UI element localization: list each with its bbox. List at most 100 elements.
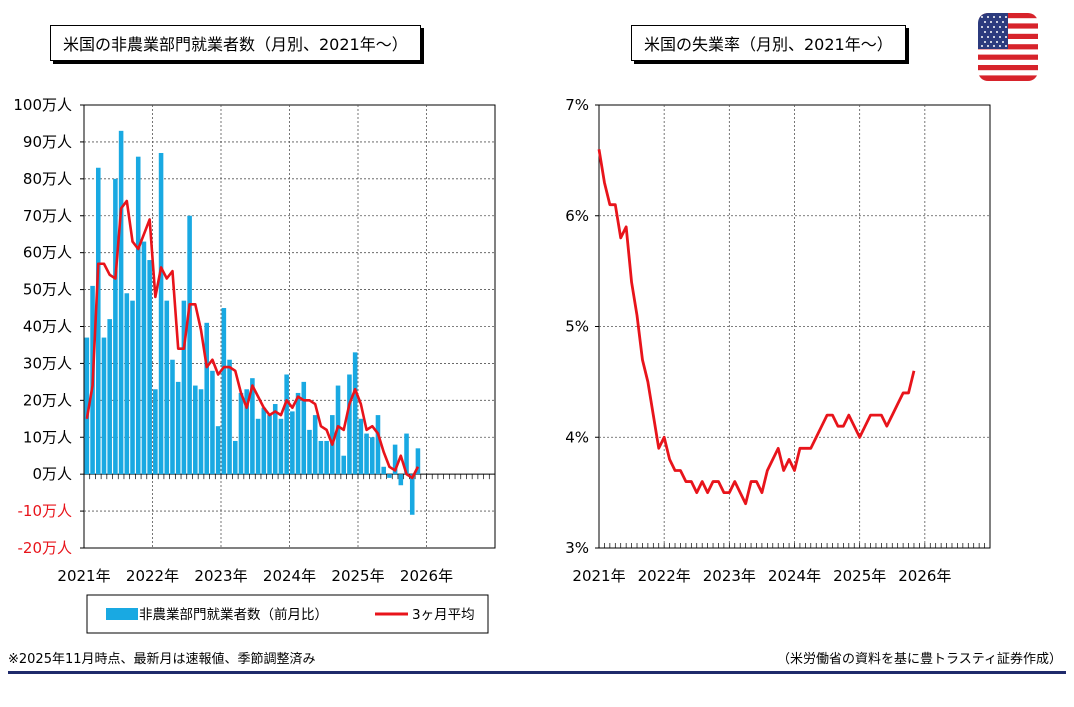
bar bbox=[358, 418, 364, 475]
y-tick-label: 7% bbox=[565, 96, 589, 114]
bar bbox=[215, 426, 221, 475]
bar bbox=[381, 466, 386, 475]
legend-bar-label: 非農業部門就業者数（前月比） bbox=[139, 606, 328, 623]
x-tick-label: 2022年 bbox=[126, 567, 179, 585]
bar bbox=[324, 440, 329, 475]
y-tick-label: 20万人 bbox=[23, 391, 72, 409]
payrolls-chart: 100万人 90万人 80万人 70万人 60万人 50万人 40万人 30万人 20万人 10万… bbox=[13, 96, 496, 634]
source-note: （米労働省の資料を基に豊トラスティ証券作成） bbox=[777, 652, 1062, 667]
bar bbox=[301, 381, 307, 475]
x-tick-label: 2024年 bbox=[263, 567, 316, 585]
y-tick-label: 3% bbox=[565, 539, 589, 557]
y-tick-label: 6% bbox=[565, 207, 589, 225]
bar bbox=[193, 385, 198, 475]
bar bbox=[272, 404, 278, 475]
bar bbox=[227, 359, 232, 475]
bar bbox=[415, 448, 421, 475]
y-tick-label: 60万人 bbox=[23, 244, 72, 262]
bar bbox=[147, 260, 152, 475]
bar bbox=[290, 411, 295, 475]
bar bbox=[409, 474, 415, 515]
y-tick-label: 30万人 bbox=[23, 354, 72, 372]
bottom-rule bbox=[8, 671, 1066, 674]
bar bbox=[318, 440, 324, 475]
legend-line-label: 3ヶ月平均 bbox=[412, 607, 475, 623]
bar bbox=[261, 407, 267, 475]
us-flag-icon bbox=[978, 13, 1038, 81]
x-tick-label: 2021年 bbox=[572, 567, 625, 585]
unemployment-chart: 7% 6% 5% 4% 3% 2021年 2022年 2023年 2024年 2025年 2026年 bbox=[565, 96, 991, 585]
bar bbox=[284, 374, 289, 475]
bar bbox=[187, 215, 192, 475]
bar bbox=[164, 300, 170, 475]
bar bbox=[244, 389, 249, 475]
bar bbox=[278, 418, 284, 475]
bar bbox=[113, 178, 118, 475]
bar bbox=[312, 415, 318, 475]
y-tick-label: 10万人 bbox=[23, 428, 72, 446]
y-tick-label: 100万人 bbox=[13, 96, 72, 114]
bar bbox=[118, 130, 124, 475]
bar bbox=[341, 455, 347, 475]
bar bbox=[95, 167, 101, 475]
bar bbox=[84, 337, 90, 475]
bar bbox=[210, 370, 215, 475]
bar bbox=[295, 392, 301, 475]
x-tick-label: 2022年 bbox=[638, 567, 691, 585]
y-tick-label: 90万人 bbox=[23, 133, 72, 151]
unemployment-rate-line bbox=[597, 149, 916, 506]
bar bbox=[124, 293, 130, 475]
y-tick-label: 40万人 bbox=[23, 318, 72, 336]
chart-title-unemployment: 米国の失業率（月別、2021年～） bbox=[631, 25, 906, 61]
bar bbox=[130, 300, 135, 475]
legend-bar-swatch bbox=[106, 608, 138, 620]
bar bbox=[221, 308, 227, 475]
bar bbox=[135, 156, 141, 475]
y-tick-label: 50万人 bbox=[23, 281, 72, 299]
y-tick-label: 80万人 bbox=[23, 170, 72, 188]
bar bbox=[158, 152, 164, 475]
chart-title-payrolls: 米国の非農業部門就業者数（月別、2021年～） bbox=[50, 25, 421, 61]
bar bbox=[364, 433, 369, 475]
x-tick-label: 2025年 bbox=[833, 567, 886, 585]
x-tick-label: 2026年 bbox=[898, 567, 951, 585]
bar bbox=[352, 352, 358, 475]
y-tick-label: 70万人 bbox=[23, 207, 72, 225]
x-tick-label: 2023年 bbox=[703, 567, 756, 585]
bar bbox=[175, 381, 181, 475]
bar bbox=[267, 415, 272, 475]
bar bbox=[369, 437, 375, 475]
bar bbox=[307, 429, 312, 475]
bar bbox=[141, 241, 147, 475]
bar bbox=[392, 444, 398, 475]
y-tick-label: 0万人 bbox=[32, 465, 72, 483]
bar bbox=[153, 389, 158, 475]
bar bbox=[181, 300, 187, 475]
bar bbox=[238, 392, 244, 475]
bar bbox=[398, 474, 404, 486]
three-month-average-line bbox=[85, 199, 420, 480]
legend-box bbox=[86, 594, 489, 634]
bar bbox=[250, 378, 255, 475]
bar bbox=[375, 415, 381, 475]
bar bbox=[101, 337, 107, 475]
x-tick-label: 2024年 bbox=[768, 567, 821, 585]
y-tick-label: 4% bbox=[565, 428, 589, 446]
bar bbox=[198, 389, 204, 475]
bar bbox=[170, 359, 175, 475]
bar bbox=[255, 418, 261, 475]
bar bbox=[347, 374, 352, 475]
x-tick-label: 2023年 bbox=[194, 567, 247, 585]
bar bbox=[387, 474, 392, 478]
y-tick-label: -10万人 bbox=[18, 502, 73, 520]
bar bbox=[232, 440, 238, 475]
bar bbox=[404, 433, 409, 475]
x-tick-label: 2021年 bbox=[57, 567, 110, 585]
x-tick-label: 2026年 bbox=[400, 567, 453, 585]
y-tick-label: 5% bbox=[565, 318, 589, 336]
y-tick-label: -20万人 bbox=[18, 539, 73, 557]
bar bbox=[107, 319, 112, 475]
x-tick-label: 2025年 bbox=[331, 567, 384, 585]
footnote: ※2025年11月時点、最新月は速報値、季節調整済み bbox=[8, 652, 316, 667]
bar bbox=[204, 322, 210, 475]
